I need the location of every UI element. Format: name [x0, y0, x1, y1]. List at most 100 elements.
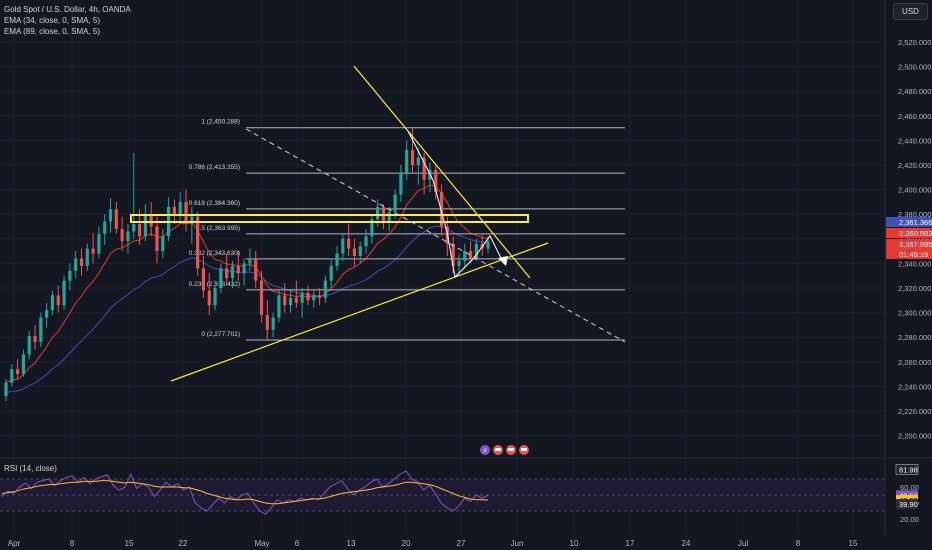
candle-body	[33, 335, 37, 343]
candle-body	[341, 238, 345, 254]
fib-level-label: 0.236 (2,318.432)	[189, 281, 240, 288]
candle-body	[213, 288, 217, 306]
currency-button[interactable]: USD	[893, 3, 928, 20]
candle-body	[329, 265, 333, 281]
rsi-pane	[0, 470, 885, 515]
price-tag-label: 2,361.366	[899, 218, 932, 227]
candle-body	[277, 295, 281, 318]
descending-trendline	[353, 65, 531, 279]
time-tick-label: 10	[570, 539, 579, 548]
candle-body	[405, 150, 409, 173]
candle-body	[201, 268, 206, 291]
price-tick-label: 2,380.000	[898, 210, 931, 219]
rsi-value-tag	[896, 499, 918, 510]
rsi-value-label: 39.90	[899, 500, 918, 509]
lightning-icon-glyph: ⚡	[483, 447, 488, 455]
time-tick-label: 22	[179, 539, 188, 548]
candle-body	[387, 211, 391, 222]
candle-body	[207, 290, 211, 306]
candle-body	[254, 258, 258, 281]
price-axis[interactable]: 2,520.000 2,500.000 2,480.000 2,460.000 2,44…	[0, 0, 932, 535]
time-tick-label: 6	[295, 539, 300, 548]
candle-body	[242, 263, 246, 274]
candle-body	[132, 224, 136, 232]
candle-body	[283, 295, 287, 306]
fibonacci-retracement[interactable]: 1 (2,450.288) 0.786 (2,413.355) 0.618 (2,3…	[189, 119, 625, 341]
price-tag	[886, 228, 932, 238]
price-tag-label: 2,360.582	[899, 229, 932, 238]
candle-body	[120, 228, 124, 242]
candle-body	[219, 268, 223, 288]
candle-body	[79, 258, 84, 266]
candle-body	[143, 214, 147, 237]
candle-body	[190, 216, 194, 225]
price-tick-label: 2,300.000	[898, 309, 931, 318]
price-tick-label: 2,480.000	[898, 87, 931, 96]
time-tick-label: 8	[796, 539, 801, 548]
ema34-legend: EMA (34, close, 0, SMA, 5)	[4, 16, 101, 25]
time-tick-label: 27	[457, 539, 466, 548]
candle-body	[230, 265, 235, 279]
candle-body	[347, 238, 351, 249]
candle-body	[439, 192, 444, 227]
price-tag-label: 2,357.595	[899, 240, 932, 249]
rsi-ma-line	[1, 480, 489, 505]
candle-body	[4, 382, 8, 397]
candle-body	[16, 369, 20, 375]
price-tick-label: 2,440.000	[898, 136, 931, 145]
flag-icon-stripe	[495, 448, 501, 451]
candle-body	[335, 253, 339, 266]
candle-body	[352, 248, 357, 257]
price-tag	[886, 249, 932, 259]
candle-body	[114, 209, 118, 229]
candle-body	[178, 201, 182, 215]
price-tag	[886, 239, 932, 249]
price-tick-label: 2,340.000	[898, 259, 931, 268]
time-tick-label: 17	[626, 539, 635, 548]
rsi-value-label: 81.98	[899, 465, 918, 474]
candle-body	[10, 369, 14, 383]
drawings[interactable]	[130, 65, 626, 382]
candle-body	[399, 172, 403, 195]
price-tick-label: 2,260.000	[898, 358, 931, 367]
candle-body	[85, 248, 89, 266]
candle-body	[323, 280, 327, 298]
event-icons[interactable]: ⚡	[480, 445, 529, 455]
candle-body	[196, 216, 200, 269]
candle-body	[149, 214, 153, 227]
rsi-legend: RSI (14, close)	[4, 464, 57, 473]
candle-body	[370, 219, 374, 237]
time-tick-label: 20	[402, 539, 411, 548]
candle-body	[225, 268, 229, 279]
ema-layer	[5, 184, 489, 394]
candle-body	[68, 270, 72, 281]
flag-icon-stripe	[508, 448, 514, 451]
candle-body	[172, 206, 177, 215]
candle-body	[294, 297, 298, 303]
candle-body	[410, 150, 415, 165]
lightning-icon	[480, 445, 490, 455]
candle-body	[300, 292, 304, 303]
ascending-trendline	[170, 242, 549, 382]
price-tick-label: 2,200.000	[898, 432, 931, 441]
price-tick-label: 2,280.000	[898, 333, 931, 342]
rsi-tick-label: 60.00	[900, 483, 919, 492]
fib-level-label: 0.618 (2,384.360)	[189, 200, 240, 207]
candle-body	[271, 317, 275, 330]
candle-body	[451, 243, 455, 266]
rsi-line	[1, 470, 489, 515]
time-tick-label: 24	[682, 539, 691, 548]
rsi-tick-label: 20.00	[900, 515, 919, 524]
time-axis[interactable]: Apr 8 15 22 May 6 13 20 27 Jun 10 17 24 Jul 8 15	[8, 539, 858, 548]
candle-body	[457, 260, 461, 266]
candle-body	[422, 157, 426, 180]
ema89-line	[5, 225, 489, 394]
candle-body	[265, 315, 269, 330]
grid	[0, 0, 885, 535]
price-tick-label: 2,520.000	[898, 38, 931, 47]
projection-path	[407, 130, 504, 279]
candle-body	[91, 248, 95, 254]
price-tick-label: 2,420.000	[898, 161, 931, 170]
candle-body	[137, 224, 142, 237]
